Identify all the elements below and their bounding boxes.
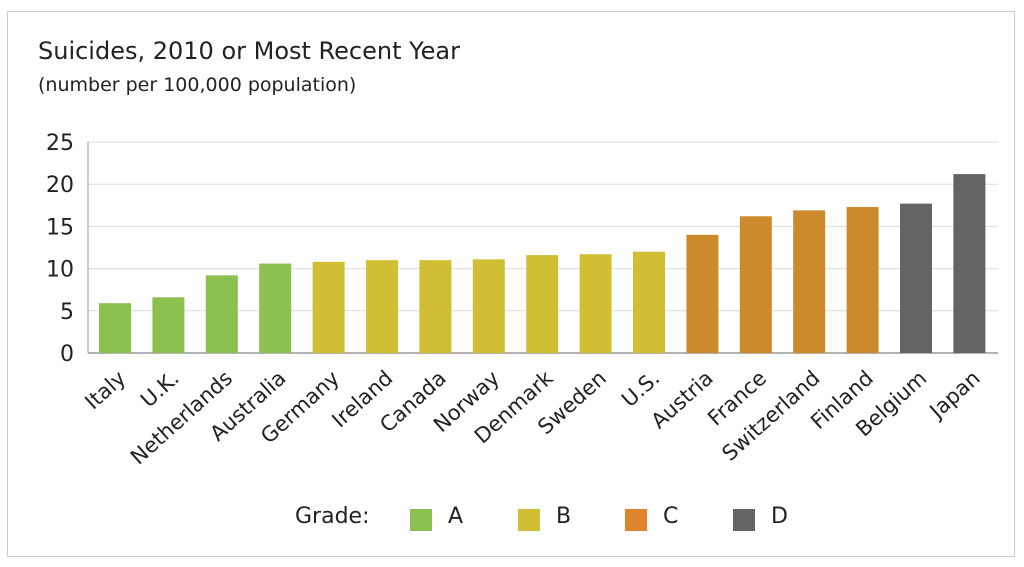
bar-germany	[312, 261, 345, 353]
chart-title: Suicides, 2010 or Most Recent Year	[38, 37, 460, 65]
bar-denmark	[526, 255, 559, 353]
legend: Grade: A B C D	[0, 504, 1024, 538]
bar-italy	[99, 303, 131, 353]
legend-text-c: C	[663, 504, 679, 529]
bar-japan	[953, 174, 986, 353]
legend-swatch-d	[733, 509, 755, 531]
bar-france	[739, 216, 772, 353]
y-tick-label-15: 15	[46, 215, 74, 240]
y-tick-label-25: 25	[46, 131, 74, 156]
bar-finland	[846, 206, 879, 353]
x-tick-label-italy: Italy	[80, 366, 130, 414]
bar-switzerland	[793, 210, 826, 353]
bar-sweden	[579, 254, 612, 353]
y-tick-label-10: 10	[46, 258, 74, 283]
x-tick-label-japan: Japan	[924, 366, 985, 424]
bar-austria	[686, 234, 719, 353]
legend-swatch-c	[625, 509, 647, 531]
legend-swatch-a	[410, 509, 432, 531]
bar-ireland	[366, 260, 398, 353]
legend-swatch-b	[518, 509, 540, 531]
bar-belgium	[900, 203, 932, 353]
y-tick-label-5: 5	[60, 300, 74, 325]
y-tick-label-0: 0	[60, 342, 74, 367]
bar-u-s	[633, 251, 665, 353]
y-tick-label-20: 20	[46, 173, 74, 198]
bar-norway	[472, 259, 505, 353]
bar-netherlands	[205, 275, 238, 353]
bar-canada	[419, 260, 452, 353]
legend-text-d: D	[771, 504, 788, 529]
legend-text-a: A	[448, 504, 464, 529]
bar-australia	[259, 263, 292, 353]
legend-text-b: B	[556, 504, 572, 529]
legend-label: Grade:	[295, 504, 370, 529]
chart-subtitle: (number per 100,000 population)	[38, 74, 357, 96]
bar-u-k	[152, 297, 185, 353]
